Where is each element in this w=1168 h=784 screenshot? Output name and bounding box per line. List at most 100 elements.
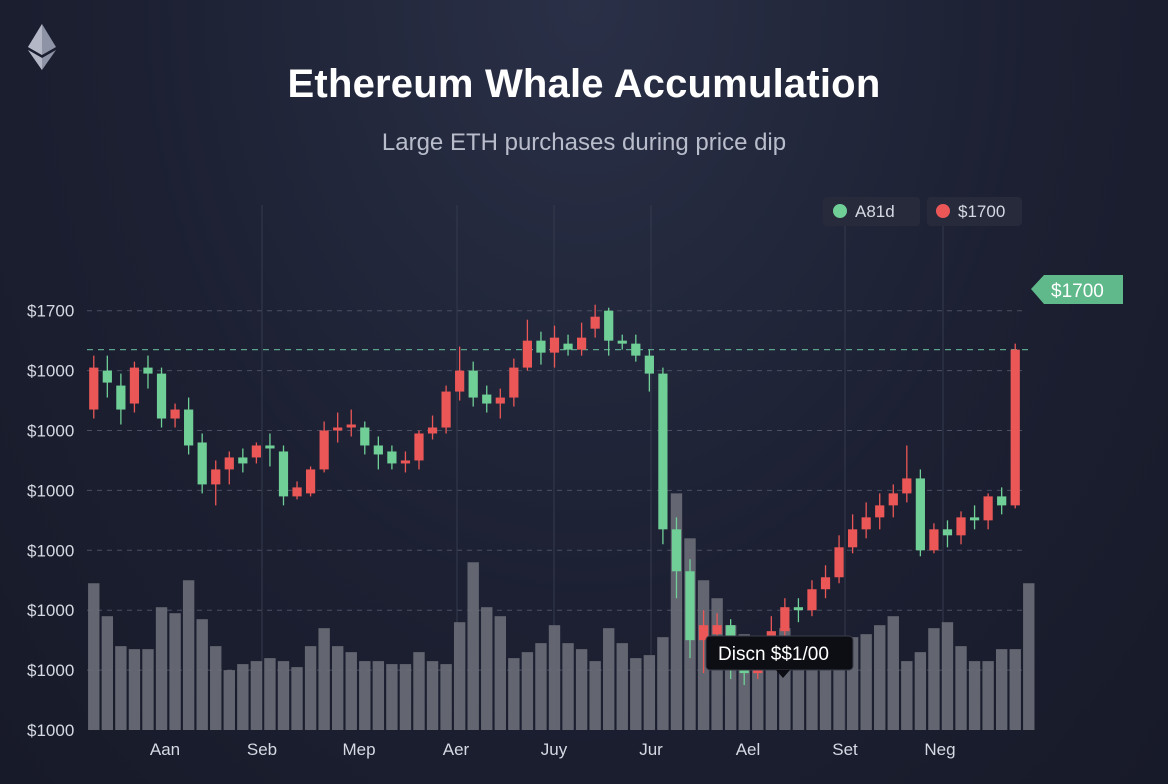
candle-body [942, 529, 953, 536]
legend-down-dot [936, 204, 950, 218]
candle-body [834, 547, 844, 578]
candle-body [265, 445, 275, 449]
volume-bar [115, 646, 127, 730]
candle-body [563, 343, 573, 350]
volume-bar [643, 655, 656, 730]
candle-body [983, 496, 993, 521]
candle-body [848, 529, 858, 548]
volume-bar [657, 637, 669, 730]
volume-bar [616, 643, 628, 730]
volume-bar [995, 649, 1008, 730]
volume-bar [562, 643, 574, 730]
x-tick-label: Jur [639, 740, 663, 759]
candle-body [671, 529, 682, 572]
current-price-tag: $1700 [1031, 275, 1123, 304]
legend-item-up-label: A81d [855, 202, 895, 221]
candle-body [902, 478, 912, 494]
volume-bar [359, 661, 371, 730]
y-tick-label: $1000 [27, 481, 74, 500]
volume-bar [128, 649, 141, 730]
candle-body [590, 316, 600, 329]
candle-body [617, 340, 627, 344]
volume-bar [887, 616, 899, 730]
volume-bar [1009, 649, 1021, 730]
volume-bar [331, 646, 344, 730]
y-tick-label: $1000 [27, 422, 74, 441]
volume-bar [819, 643, 832, 730]
y-tick-label: $1000 [27, 661, 74, 680]
candle-body [238, 457, 248, 464]
volume-bar [250, 661, 263, 730]
candle-body [929, 529, 939, 551]
candle-body [197, 442, 207, 485]
candle-body [549, 337, 560, 353]
volume-bar [508, 658, 520, 730]
y-axis-labels: $1700 $1000 $1000 $1000 $1000 $1000 $1000 $1000 [27, 302, 74, 740]
x-tick-label: Juy [541, 740, 568, 759]
candle-body [387, 451, 397, 464]
candle-body [915, 478, 925, 551]
candle-body [319, 430, 329, 470]
volume-bar [860, 634, 872, 730]
candle-body [997, 496, 1007, 506]
volume-bar [210, 646, 222, 730]
candle-body [455, 370, 465, 392]
candle-body [644, 355, 654, 374]
candle-body [495, 397, 505, 404]
volume-bar [318, 628, 330, 730]
legend-up-dot [833, 204, 847, 218]
volume-bar [467, 562, 479, 730]
volume-bar [982, 661, 994, 730]
y-tick-label: $1000 [27, 362, 74, 381]
candle-body [482, 394, 492, 404]
volume-bar [521, 652, 534, 730]
candle-body [509, 367, 519, 398]
volume-bars [88, 493, 1035, 730]
candle-body [170, 409, 180, 419]
volume-bar [453, 622, 466, 730]
volume-bar [548, 625, 561, 730]
volume-bar [575, 649, 588, 730]
volume-bar [223, 670, 235, 730]
candle-body [156, 373, 167, 419]
candle-body [875, 505, 885, 518]
candle-body [793, 607, 804, 611]
y-tick-label: $1000 [27, 541, 74, 560]
volume-bar [494, 616, 506, 730]
candle-body [333, 427, 343, 431]
candle-body [631, 343, 641, 356]
candle-body [143, 367, 153, 374]
volume-bar [101, 616, 114, 730]
candle-body [576, 337, 587, 350]
candle-body [360, 427, 370, 446]
legend-item-down-label: $1700 [958, 202, 1005, 221]
volume-bar [752, 643, 764, 730]
x-tick-label: Seb [247, 740, 277, 759]
candle-body [89, 367, 99, 410]
legend-item-down-bg [927, 197, 1022, 226]
candle-body [536, 340, 546, 353]
candle-body [251, 445, 261, 458]
volume-bar [941, 622, 954, 730]
volume-bar [806, 637, 818, 730]
volume-bar [182, 580, 195, 730]
candle-body [373, 445, 383, 455]
volume-bar [155, 607, 168, 730]
volume-bar [426, 661, 439, 730]
volume-bar [670, 493, 683, 730]
tooltip: Discn $$1/00 [705, 635, 854, 678]
y-tick-label: $1000 [27, 721, 74, 740]
candle-body [224, 457, 234, 470]
volume-bar [196, 619, 208, 730]
tooltip-pointer [776, 670, 790, 678]
volume-bar [589, 661, 601, 730]
legend: A81d $1700 [823, 197, 1022, 226]
candle-body [698, 625, 709, 641]
volume-bar [603, 628, 615, 730]
volume-bar [386, 664, 398, 730]
volume-bar [1023, 583, 1035, 730]
volume-bar [304, 646, 317, 730]
candle-body [400, 460, 411, 464]
candle-body [807, 589, 817, 611]
